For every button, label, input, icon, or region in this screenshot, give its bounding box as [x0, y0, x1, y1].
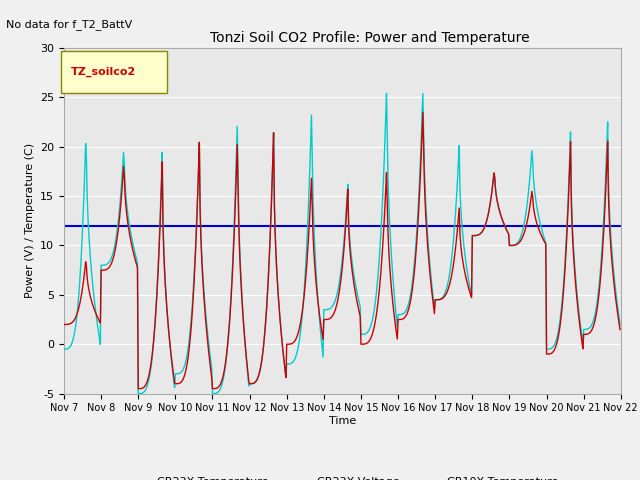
- FancyBboxPatch shape: [61, 51, 167, 93]
- Title: Tonzi Soil CO2 Profile: Power and Temperature: Tonzi Soil CO2 Profile: Power and Temper…: [211, 32, 530, 46]
- Legend: CR23X Temperature, CR23X Voltage, CR10X Temperature: CR23X Temperature, CR23X Voltage, CR10X …: [122, 473, 563, 480]
- Text: No data for f_T2_BattV: No data for f_T2_BattV: [6, 19, 132, 30]
- X-axis label: Time: Time: [329, 416, 356, 426]
- Y-axis label: Power (V) / Temperature (C): Power (V) / Temperature (C): [24, 143, 35, 299]
- Text: TZ_soilco2: TZ_soilco2: [71, 67, 136, 77]
